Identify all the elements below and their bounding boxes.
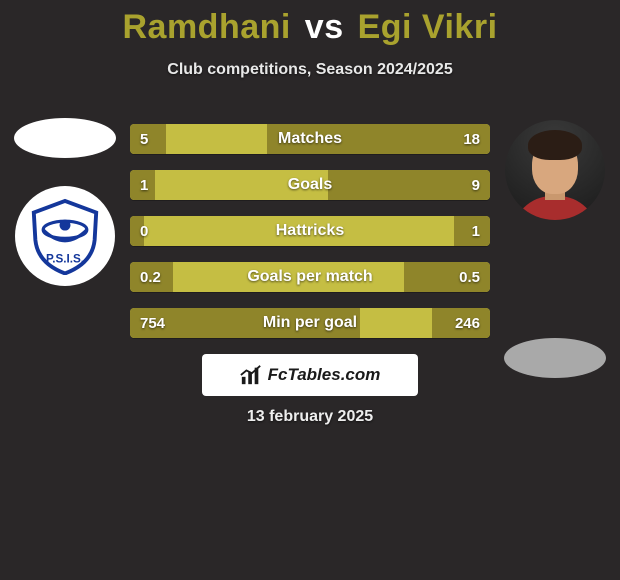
bar-row: Goals19 [130, 170, 490, 200]
bar-row: Hattricks01 [130, 216, 490, 246]
right-avatar-face [505, 120, 605, 220]
brand-box: FcTables.com [202, 354, 418, 396]
right-column [500, 114, 610, 378]
bar-right-fill [432, 308, 490, 338]
bar-left-fill [130, 124, 166, 154]
bar-left-fill [130, 216, 144, 246]
title-vs: vs [305, 8, 344, 46]
bar-row: Matches518 [130, 124, 490, 154]
left-cap-pill [14, 118, 116, 158]
comparison-bars: Matches518 Goals19 Hattricks01 Goals per ma… [130, 124, 490, 354]
bar-chart-icon [240, 364, 262, 386]
bar-right-fill [454, 216, 490, 246]
title-player1: Ramdhani [122, 8, 290, 46]
bar-left-fill [130, 262, 173, 292]
title-player2: Egi Vikri [358, 8, 498, 46]
bar-row: Min per goal754246 [130, 308, 490, 338]
svg-text:P.S.I.S.: P.S.I.S. [46, 253, 84, 266]
footer-date: 13 february 2025 [0, 408, 620, 426]
bar-left-fill [130, 170, 155, 200]
right-cap-pill [504, 338, 606, 378]
subtitle: Club competitions, Season 2024/2025 [0, 61, 620, 79]
title: Ramdhani vs Egi Vikri [0, 0, 620, 47]
bar-right-fill [404, 262, 490, 292]
brand-text: FcTables.com [268, 365, 381, 385]
bar-right-fill [328, 170, 490, 200]
bar-row: Goals per match0.20.5 [130, 262, 490, 292]
bar-right-fill [267, 124, 490, 154]
left-column: P.S.I.S. [10, 114, 120, 286]
infographic-root: Ramdhani vs Egi Vikri Club competitions,… [0, 0, 620, 580]
psis-logo-icon: P.S.I.S. [26, 197, 104, 275]
left-avatar-logo: P.S.I.S. [15, 186, 115, 286]
bar-left-fill [130, 308, 360, 338]
